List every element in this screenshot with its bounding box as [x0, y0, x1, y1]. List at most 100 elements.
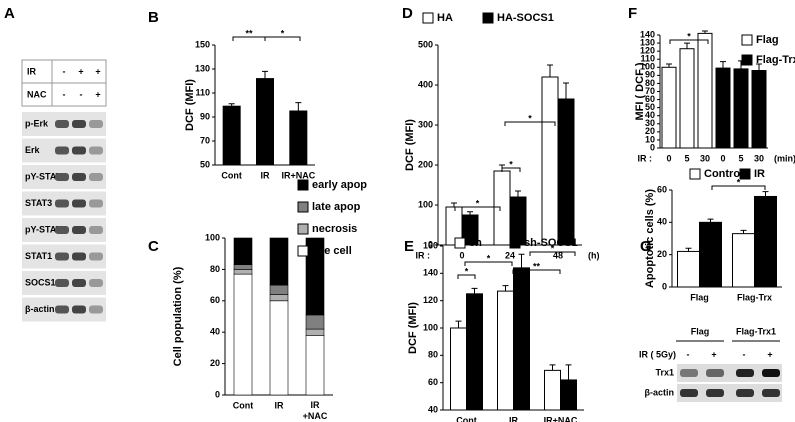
condition-sign: - — [63, 89, 66, 99]
panel-label: E — [404, 238, 414, 255]
blot-band — [55, 173, 69, 181]
y-tick-label: 80 — [645, 78, 655, 88]
sig-label: ** — [245, 28, 253, 38]
band-label: STAT1 — [25, 251, 52, 261]
y-tick-label: 110 — [640, 54, 655, 64]
y-tick-label: 60 — [210, 295, 220, 305]
condition-sign: - — [743, 349, 746, 359]
legend-swatch — [739, 168, 751, 180]
x-tick-label: 30 — [700, 153, 710, 163]
y-tick-label: 40 — [428, 404, 438, 414]
blot-band — [706, 389, 724, 397]
bar — [715, 67, 731, 149]
y-tick-label: 70 — [200, 135, 210, 145]
y-tick-label: 0 — [662, 281, 667, 291]
bar-segment — [233, 273, 253, 396]
bar-segment — [233, 264, 253, 270]
y-tick-label: 20 — [210, 358, 220, 368]
blot-band — [55, 146, 69, 155]
x-tick-label: IR — [275, 400, 285, 410]
error-bar — [666, 63, 672, 68]
y-tick-label: 160 — [423, 240, 438, 250]
legend-label: Flag-Trx1 — [756, 54, 795, 66]
y-tick-label: 200 — [418, 159, 433, 169]
sig-label: * — [528, 113, 532, 123]
y-tick-label: 90 — [645, 70, 655, 80]
error-bar — [451, 202, 457, 207]
y-tick-label: 30 — [645, 118, 655, 128]
y-tick-label: 60 — [657, 184, 667, 194]
bar — [699, 221, 722, 288]
error-bar — [762, 191, 769, 197]
bar — [697, 32, 713, 149]
bar — [222, 105, 241, 166]
y-axis-label: DCF (MFI) — [407, 302, 419, 354]
legend-swatch — [482, 12, 494, 24]
blot-band — [736, 369, 754, 377]
band-label: β-actin — [645, 387, 675, 397]
bar — [256, 78, 274, 166]
sig-bracket — [669, 39, 709, 44]
error-bar — [756, 63, 762, 71]
x-tick-label: Flag — [690, 292, 709, 302]
bar-segment — [269, 237, 289, 286]
blot-band — [736, 389, 754, 397]
y-tick-label: 40 — [210, 327, 220, 337]
legend-swatch — [454, 237, 466, 249]
x-tick-label: IR+NAC — [303, 400, 328, 421]
legend-label: necrosis — [312, 223, 357, 235]
blot-band — [89, 279, 103, 287]
x-tick-label: 30 — [754, 153, 764, 163]
error-bar — [684, 42, 690, 49]
x-axis-unit: (min) — [774, 153, 795, 163]
legend-swatch — [297, 201, 309, 213]
condition-sign: - — [63, 66, 66, 76]
x-tick-label: 0 — [666, 153, 671, 163]
error-bar — [515, 190, 521, 197]
legend-label: Control — [704, 168, 743, 180]
y-tick-label: 140 — [640, 29, 655, 39]
y-axis-label: MFI ( DCF ) — [634, 62, 646, 120]
band-label: p-Erk — [25, 118, 49, 128]
bar — [289, 110, 308, 166]
x-axis-unit: (h) — [588, 250, 600, 260]
bar-segment — [305, 328, 325, 336]
error-bar — [565, 364, 572, 380]
y-tick-label: 50 — [645, 102, 655, 112]
bar — [461, 214, 479, 246]
y-tick-label: 80 — [428, 350, 438, 360]
bar — [450, 327, 467, 411]
x-axis-label: IR : — [638, 153, 653, 163]
legend-label: sh-SOCS1 — [524, 237, 578, 249]
y-tick-label: 40 — [645, 110, 655, 120]
y-tick-label: 0 — [215, 389, 220, 399]
blot-band — [89, 226, 103, 234]
blot-band — [55, 305, 69, 314]
y-tick-label: 40 — [657, 217, 667, 227]
y-axis-label: Apoptotic cells (%) — [644, 189, 656, 288]
y-tick-label: 100 — [205, 232, 220, 242]
panel-label: C — [148, 238, 159, 255]
legend-label: sh — [469, 237, 482, 249]
error-bar — [549, 364, 556, 371]
blot-band — [72, 226, 86, 234]
bar-segment — [269, 294, 289, 302]
y-axis-label: DCF (MFI) — [404, 119, 416, 171]
bar — [679, 48, 695, 149]
error-bar — [518, 253, 525, 268]
blot-band — [89, 305, 103, 314]
blot-band — [72, 279, 86, 287]
blot-band — [72, 120, 86, 128]
condition-label: IR — [27, 66, 37, 76]
condition-sign: - — [80, 89, 83, 99]
error-bar — [685, 247, 692, 252]
panel-label: A — [4, 5, 15, 22]
condition-sign: + — [95, 89, 100, 99]
x-tick-label: IR — [509, 415, 519, 422]
band-label: SOCS1 — [25, 277, 56, 287]
condition-sign: - — [687, 349, 690, 359]
blot-band — [55, 226, 69, 234]
legend-label: HA — [437, 12, 453, 24]
sig-label: * — [687, 31, 691, 41]
x-tick-label: Cont — [456, 415, 477, 422]
